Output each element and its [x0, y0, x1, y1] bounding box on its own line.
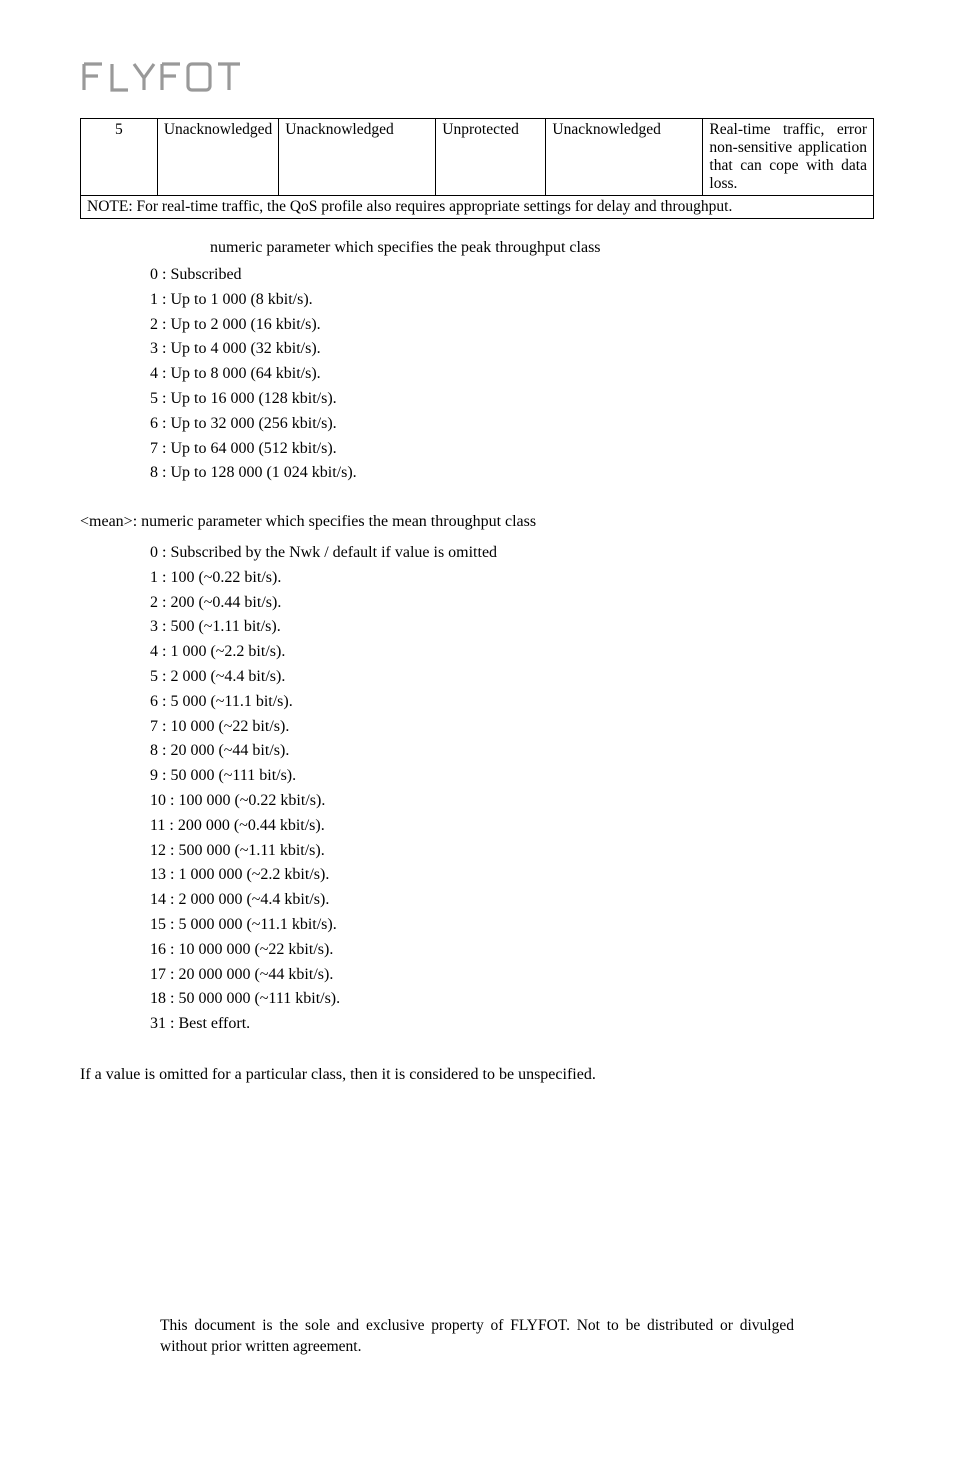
- logo: [80, 60, 874, 94]
- list-item: 17 : 20 000 000 (~44 kbit/s).: [150, 963, 874, 988]
- list-item: 10 : 100 000 (~0.22 kbit/s).: [150, 789, 874, 814]
- peak-heading: numeric parameter which specifies the pe…: [210, 239, 874, 257]
- list-item: 8 : Up to 128 000 (1 024 kbit/s).: [150, 461, 874, 486]
- peak-list: 0 : Subscribed1 : Up to 1 000 (8 kbit/s)…: [150, 263, 874, 486]
- table-note: NOTE: For real-time traffic, the QoS pro…: [81, 196, 874, 219]
- list-item: 1 : Up to 1 000 (8 kbit/s).: [150, 288, 874, 313]
- list-item: 6 : Up to 32 000 (256 kbit/s).: [150, 412, 874, 437]
- closing-paragraph: If a value is omitted for a particular c…: [80, 1063, 874, 1087]
- list-item: 2 : Up to 2 000 (16 kbit/s).: [150, 313, 874, 338]
- list-item: 15 : 5 000 000 (~11.1 kbit/s).: [150, 913, 874, 938]
- list-item: 0 : Subscribed: [150, 263, 874, 288]
- list-item: 2 : 200 (~0.44 bit/s).: [150, 591, 874, 616]
- table-row: 5 Unacknowledged Unacknowledged Unprotec…: [81, 119, 874, 196]
- mean-heading: <mean>: numeric parameter which specifie…: [80, 510, 874, 535]
- list-item: 3 : Up to 4 000 (32 kbit/s).: [150, 337, 874, 362]
- list-item: 11 : 200 000 (~0.44 kbit/s).: [150, 814, 874, 839]
- table-note-row: NOTE: For real-time traffic, the QoS pro…: [81, 196, 874, 219]
- mean-list: 0 : Subscribed by the Nwk / default if v…: [150, 541, 874, 1037]
- list-item: 4 : Up to 8 000 (64 kbit/s).: [150, 362, 874, 387]
- list-item: 0 : Subscribed by the Nwk / default if v…: [150, 541, 874, 566]
- list-item: 18 : 50 000 000 (~111 kbit/s).: [150, 987, 874, 1012]
- cell-index: 5: [81, 119, 158, 196]
- list-item: 12 : 500 000 (~1.11 kbit/s).: [150, 839, 874, 864]
- list-item: 7 : Up to 64 000 (512 kbit/s).: [150, 437, 874, 462]
- list-item: 13 : 1 000 000 (~2.2 kbit/s).: [150, 863, 874, 888]
- list-item: 8 : 20 000 (~44 bit/s).: [150, 739, 874, 764]
- list-item: 4 : 1 000 (~2.2 bit/s).: [150, 640, 874, 665]
- list-item: 7 : 10 000 (~22 bit/s).: [150, 715, 874, 740]
- list-item: 31 : Best effort.: [150, 1012, 874, 1037]
- cell-col4: Unprotected: [436, 119, 546, 196]
- list-item: 14 : 2 000 000 (~4.4 kbit/s).: [150, 888, 874, 913]
- footer-text: This document is the sole and exclusive …: [160, 1315, 794, 1358]
- list-item: 1 : 100 (~0.22 bit/s).: [150, 566, 874, 591]
- list-item: 3 : 500 (~1.11 bit/s).: [150, 615, 874, 640]
- list-item: 16 : 10 000 000 (~22 kbit/s).: [150, 938, 874, 963]
- list-item: 5 : 2 000 (~4.4 bit/s).: [150, 665, 874, 690]
- qos-table: 5 Unacknowledged Unacknowledged Unprotec…: [80, 118, 874, 219]
- list-item: 5 : Up to 16 000 (128 kbit/s).: [150, 387, 874, 412]
- list-item: 9 : 50 000 (~111 bit/s).: [150, 764, 874, 789]
- list-item: 6 : 5 000 (~11.1 bit/s).: [150, 690, 874, 715]
- cell-col6: Real-time traffic, error non-sensitive a…: [703, 119, 874, 196]
- cell-col2: Unacknowledged: [157, 119, 278, 196]
- cell-col5: Unacknowledged: [546, 119, 703, 196]
- cell-col3: Unacknowledged: [279, 119, 436, 196]
